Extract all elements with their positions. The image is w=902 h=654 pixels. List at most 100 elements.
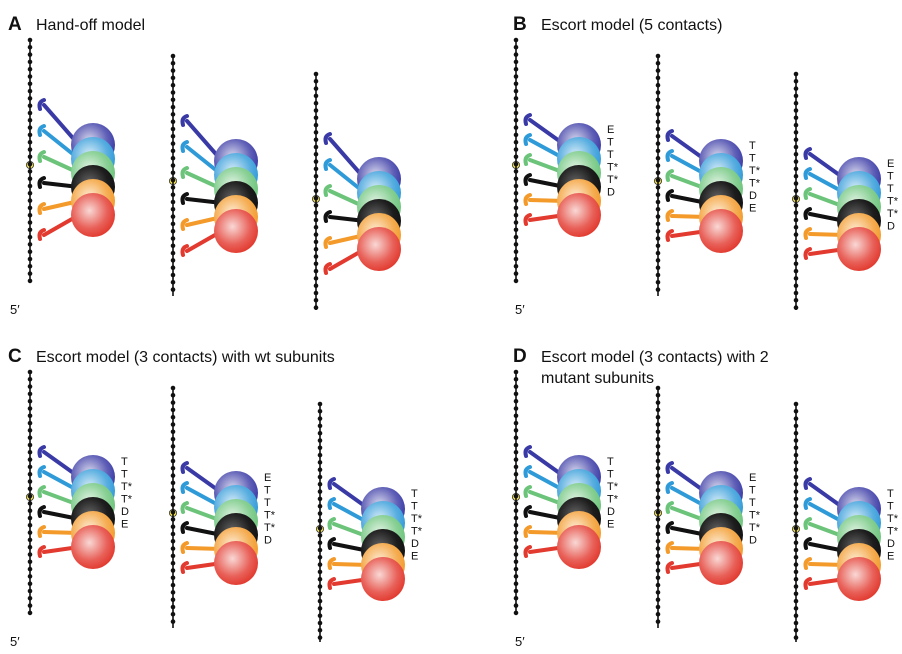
state-label: T	[607, 456, 614, 468]
model-D-3: TTT*T*DE	[792, 477, 899, 601]
state-label: T	[121, 456, 128, 468]
state-label: T*	[887, 196, 899, 208]
state-label: T	[887, 488, 894, 500]
state-label: T*	[411, 526, 423, 538]
panel-letter: A	[8, 14, 22, 35]
state-label: T*	[264, 510, 276, 522]
panel-title: Escort model (3 contacts) with wt subuni…	[36, 349, 335, 366]
subunit-red	[357, 227, 401, 271]
subunit-red	[214, 209, 258, 253]
subunit-red	[837, 557, 881, 601]
state-label: T*	[607, 481, 619, 493]
state-label: T*	[887, 526, 899, 538]
state-label: T	[749, 140, 756, 152]
subunit-red	[699, 209, 743, 253]
state-label: T	[749, 485, 756, 497]
strand-C-3	[317, 401, 323, 642]
state-label: T*	[749, 510, 761, 522]
subunit-red	[214, 541, 258, 585]
panel-title: Escort model (5 contacts)	[541, 17, 722, 34]
model-C-3: TTT*T*DE	[315, 477, 423, 601]
subunit-red	[71, 525, 115, 569]
strand-D-1	[513, 369, 519, 616]
state-label: D	[749, 190, 757, 202]
panel-C: C Escort model (3 contacts) with wt subun…	[8, 346, 335, 649]
state-label: D	[264, 535, 272, 547]
panel-B: B Escort model (5 contacts) 5′	[513, 14, 722, 317]
state-label: E	[887, 158, 894, 170]
state-label: T	[411, 501, 418, 513]
subunit-red	[557, 193, 601, 237]
strand-B-2	[655, 53, 661, 296]
state-label: E	[264, 472, 271, 484]
panel-D: D Escort model (3 contacts) with 2 mutant …	[513, 346, 769, 649]
subunit-red	[699, 541, 743, 585]
strand-B-1	[513, 37, 519, 284]
state-label: T	[411, 488, 418, 500]
strand-D-3	[793, 401, 799, 642]
subunit-red	[71, 193, 115, 237]
five-prime-label: 5′	[515, 634, 525, 649]
model-B-2: TTT*T*DE	[654, 129, 761, 253]
state-label: T*	[749, 165, 761, 177]
state-label: T	[121, 469, 128, 481]
panel-letter: B	[513, 14, 527, 35]
panel-title: Hand-off model	[36, 17, 145, 34]
model-A-2	[168, 114, 258, 257]
strand-C-2	[170, 385, 176, 628]
strand-B-3	[793, 71, 799, 310]
subunit-red	[557, 525, 601, 569]
state-label: D	[121, 506, 129, 518]
panel-letter: C	[8, 346, 22, 367]
state-label: T*	[607, 494, 619, 506]
model-C-1: TTT*T*DE	[25, 445, 133, 569]
state-label: E	[121, 519, 128, 531]
five-prime-label: 5′	[515, 302, 525, 317]
state-label: T*	[607, 162, 619, 174]
state-label: T*	[264, 522, 276, 534]
five-prime-label: 5′	[10, 634, 20, 649]
state-label: T	[887, 171, 894, 183]
state-label: T	[607, 469, 614, 481]
panel-A: A Hand-off model 5′	[8, 14, 145, 317]
state-label: T	[607, 137, 614, 149]
strand-A-1	[27, 37, 33, 284]
strand-C-1	[27, 369, 33, 616]
state-label: T*	[887, 513, 899, 525]
panel-title: Escort model (3 contacts) with 2	[541, 349, 769, 366]
five-prime-label: 5′	[10, 302, 20, 317]
state-label: T	[607, 149, 614, 161]
model-D-1: TTT*T*DE	[512, 445, 619, 569]
state-label: T*	[411, 513, 423, 525]
state-label: T*	[121, 481, 133, 493]
state-label: D	[607, 187, 615, 199]
state-label: E	[749, 472, 756, 484]
state-label: T*	[749, 178, 761, 190]
state-label: E	[749, 203, 756, 215]
state-label: D	[887, 538, 895, 550]
subunit-red	[361, 557, 405, 601]
state-label: D	[887, 221, 895, 233]
strand-A-3	[313, 71, 319, 310]
strand-D-2	[655, 385, 661, 628]
panel-title: mutant subunits	[541, 370, 654, 387]
state-label: E	[411, 551, 418, 563]
state-label: T*	[749, 522, 761, 534]
state-label: T	[749, 497, 756, 509]
model-A-3	[311, 132, 401, 275]
state-label: T	[887, 183, 894, 195]
state-label: E	[607, 519, 614, 531]
state-label: E	[887, 551, 894, 563]
panel-letter: D	[513, 346, 527, 367]
state-label: E	[607, 124, 614, 136]
strand-A-2	[170, 53, 176, 296]
state-label: T	[749, 153, 756, 165]
state-label: T	[264, 485, 271, 497]
state-label: T	[887, 501, 894, 513]
subunit-red	[837, 227, 881, 271]
state-label: D	[749, 535, 757, 547]
